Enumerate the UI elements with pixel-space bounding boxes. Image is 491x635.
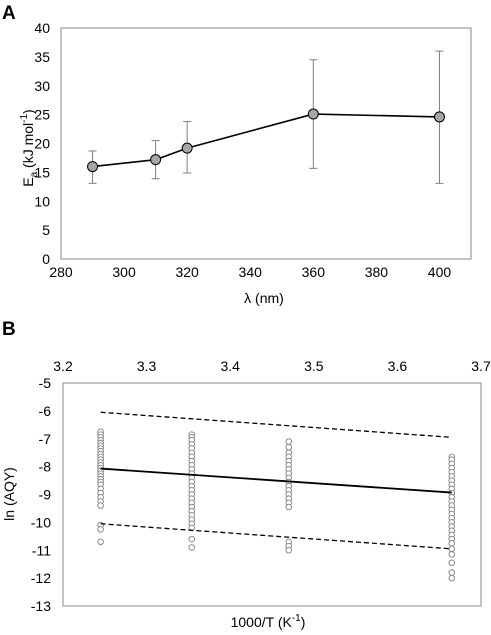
panel-a-data-point bbox=[150, 154, 162, 166]
panel-b-data-point bbox=[448, 551, 455, 558]
panel-a-x-tick-label: 280 bbox=[49, 264, 73, 280]
panel-a-series-line bbox=[92, 113, 440, 168]
panel-b-y-tick-label: -11 bbox=[32, 542, 51, 558]
panel-b-plot-frame bbox=[62, 382, 482, 607]
panel-b-y-tick-label: -12 bbox=[31, 570, 51, 586]
panel-a-y-tick-label: 25 bbox=[34, 107, 50, 123]
panel-b-x-ticks: 3.2 3.3 3.4 3.5 3.6 3.7 bbox=[53, 358, 491, 374]
panel-b-x-tick-label: 3.7 bbox=[471, 358, 491, 374]
panel-a-data-point bbox=[307, 108, 319, 120]
panel-b-data-point bbox=[97, 538, 104, 546]
panel-a-error-bars bbox=[88, 50, 444, 184]
panel-b-fit-line bbox=[100, 467, 452, 494]
panel-b: B -5 -6 -7 -8 -9 -10 -11 -12 -13 3.2 3.3 3.4 3.5 3.6… bbox=[1, 319, 491, 630]
ylabel-sup: -1 bbox=[19, 114, 30, 123]
panel-a-x-tick-label: 300 bbox=[112, 264, 136, 280]
panel-a-x-tick-label: 340 bbox=[239, 264, 263, 280]
panel-a-data-point bbox=[181, 142, 193, 154]
panel-a-x-axis-label: λ (nm) bbox=[244, 290, 284, 306]
panel-b-scatter-points bbox=[97, 428, 455, 582]
panel-a-data-point bbox=[433, 111, 445, 123]
panel-b-fit-lines bbox=[100, 411, 452, 550]
panel-a-y-tick-label: 40 bbox=[34, 20, 50, 36]
ylabel-close: ) bbox=[20, 109, 36, 114]
panel-b-data-point bbox=[188, 535, 195, 543]
panel-b-x-tick-label: 3.3 bbox=[137, 358, 157, 374]
panel-b-data-point bbox=[97, 502, 104, 509]
ylabel-sub: a bbox=[29, 171, 40, 177]
panel-a-x-tick-label: 320 bbox=[175, 264, 199, 280]
panel-a-y-tick-label: 35 bbox=[34, 49, 50, 65]
panel-b-y-tick-label: -6 bbox=[39, 403, 52, 419]
panel-b-data-point bbox=[285, 503, 292, 511]
panel-a-x-tick-label: 380 bbox=[365, 264, 389, 280]
panel-a-y-tick-label: 0 bbox=[42, 251, 50, 267]
panel-a-x-tick-label: 400 bbox=[428, 264, 452, 280]
panel-b-x-tick-label: 3.6 bbox=[388, 358, 408, 374]
panel-b-x-tick-label: 3.5 bbox=[304, 358, 324, 374]
panel-b-y-ticks: -5 -6 -7 -8 -9 -10 -11 -12 -13 bbox=[31, 375, 51, 614]
panel-b-data-point bbox=[448, 569, 455, 576]
panel-a-y-tick-label: 20 bbox=[34, 136, 50, 152]
panel-a: A 0 5 10 15 20 25 30 35 40 280 300 320 340 360 380 400… bbox=[2, 3, 472, 306]
panel-b-data-point bbox=[448, 559, 455, 567]
panel-b-y-tick-label: -9 bbox=[39, 487, 52, 503]
panel-a-y-tick-label: 10 bbox=[34, 193, 50, 209]
panel-b-data-point bbox=[448, 574, 455, 582]
panel-b-y-tick-label: -13 bbox=[31, 598, 51, 614]
panel-a-x-ticks: 280 300 320 340 360 380 400 bbox=[49, 264, 451, 280]
panel-a-y-ticks: 0 5 10 15 20 25 30 35 40 bbox=[34, 20, 50, 267]
panel-a-y-tick-label: 30 bbox=[34, 78, 50, 94]
panel-a-letter: A bbox=[2, 3, 16, 24]
panel-b-y-axis-label: ln (AQY) bbox=[1, 467, 17, 521]
panel-b-data-point bbox=[285, 547, 292, 554]
panel-a-y-axis-label: Ea (kJ mol-1) bbox=[19, 109, 40, 186]
panel-b-letter: B bbox=[2, 319, 16, 340]
panel-a-y-tick-label: 15 bbox=[34, 164, 50, 180]
panel-b-upper-band bbox=[100, 411, 452, 439]
panel-a-y-tick-label: 5 bbox=[42, 222, 50, 238]
panel-a-plot-frame bbox=[60, 27, 472, 260]
panel-b-data-point bbox=[97, 526, 104, 533]
panel-b-x-tick-label: 3.4 bbox=[220, 358, 240, 374]
panel-a-x-tick-label: 360 bbox=[302, 264, 326, 280]
panel-b-y-tick-label: -10 bbox=[31, 514, 51, 530]
panel-b-data-point bbox=[448, 540, 455, 547]
panel-b-lower-band bbox=[100, 523, 452, 550]
panel-b-y-tick-label: -5 bbox=[39, 375, 52, 391]
xlabel-close: ) bbox=[301, 614, 306, 630]
panel-b-y-tick-label: -7 bbox=[39, 431, 52, 447]
panel-a-series bbox=[92, 113, 440, 168]
panel-b-x-tick-label: 3.2 bbox=[53, 358, 73, 374]
xlabel-main: 1000/T (K bbox=[231, 614, 293, 630]
ylabel-rest: (kJ mol bbox=[20, 123, 36, 172]
panel-b-data-point bbox=[285, 443, 292, 451]
panel-b-x-axis-label: 1000/T (K-1) bbox=[231, 613, 306, 630]
ylabel-main: E bbox=[20, 177, 36, 186]
panel-b-data-point bbox=[285, 438, 292, 445]
panel-a-data-point bbox=[87, 161, 99, 173]
panel-b-data-point bbox=[188, 544, 195, 551]
panel-b-y-tick-label: -8 bbox=[39, 459, 52, 475]
xlabel-sup: -1 bbox=[292, 613, 301, 624]
panel-a-markers bbox=[87, 108, 445, 173]
